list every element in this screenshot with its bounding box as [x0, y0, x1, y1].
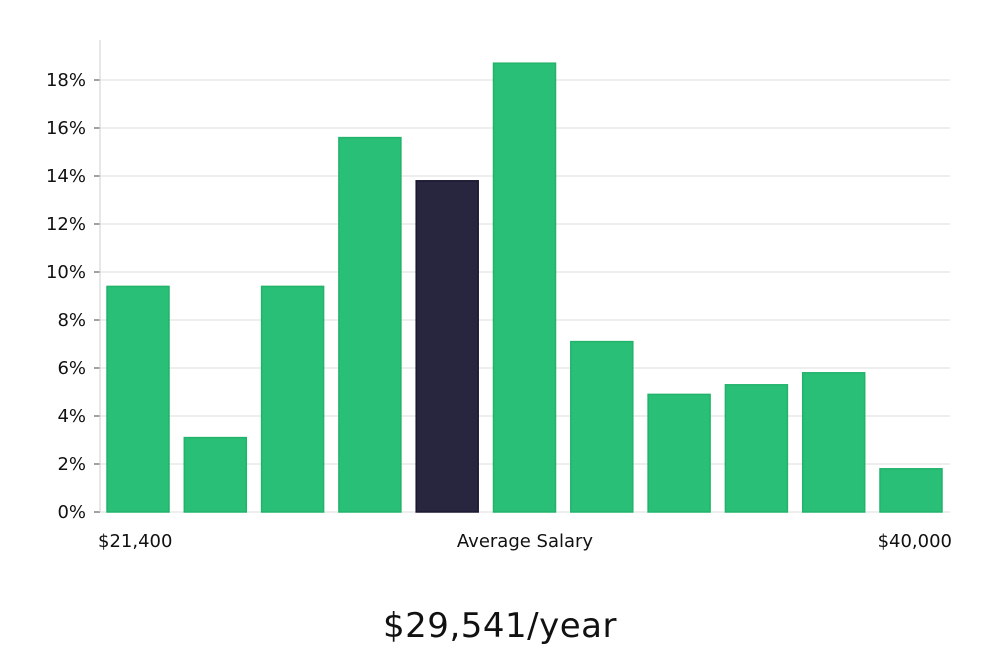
x-end-label: $40,000: [878, 531, 952, 552]
average-salary-value: $29,541/year: [383, 606, 617, 646]
bar: [879, 468, 943, 513]
y-tick-label: 8%: [57, 310, 86, 331]
y-tick-label: 12%: [46, 214, 86, 235]
y-tick-label: 0%: [57, 502, 86, 523]
bar: [183, 436, 248, 513]
bar: [260, 285, 325, 513]
x-start-label: $21,400: [98, 531, 172, 552]
y-tick-label: 14%: [46, 166, 86, 187]
y-tick-label: 6%: [57, 358, 86, 379]
y-axis-ticks: 0% 2% 4% 6% 8% 10% 12% 14% 16% 18%: [46, 70, 100, 523]
y-tick-label: 4%: [57, 406, 86, 427]
bar: [570, 340, 634, 513]
bar: [801, 372, 866, 513]
y-tick-label: 10%: [46, 262, 86, 283]
bar: [106, 285, 170, 513]
bars: [106, 62, 943, 513]
bar-average-salary: [415, 180, 479, 513]
y-tick-label: 16%: [46, 118, 86, 139]
bar: [724, 384, 789, 513]
x-axis-label: Average Salary: [457, 531, 594, 552]
bar: [492, 62, 557, 513]
bar: [647, 393, 711, 513]
y-tick-label: 18%: [46, 70, 86, 91]
bar: [338, 136, 402, 513]
y-tick-label: 2%: [57, 454, 86, 475]
